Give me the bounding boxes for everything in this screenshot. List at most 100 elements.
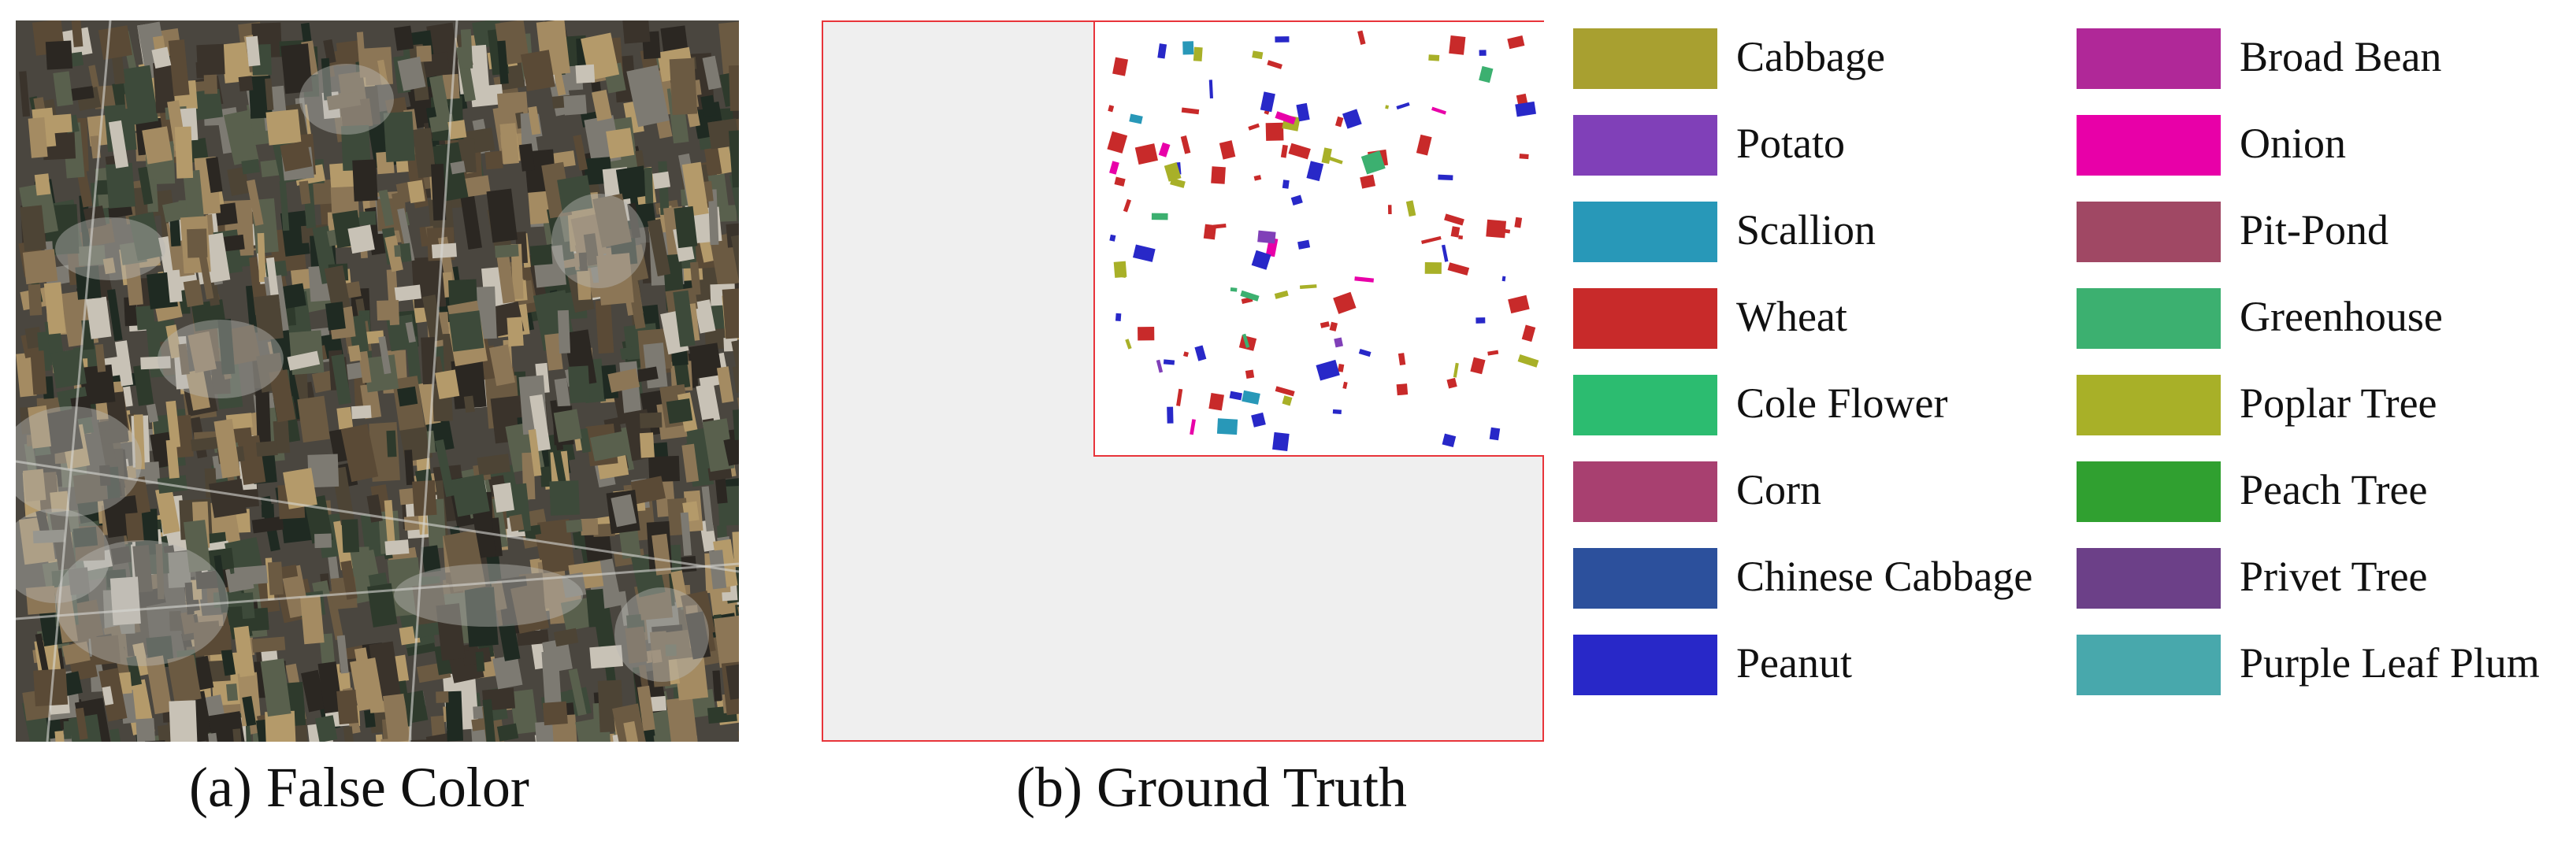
labeled-parcel — [1180, 135, 1191, 154]
labeled-parcel — [1397, 353, 1406, 366]
field-patch — [110, 546, 132, 565]
labeled-parcel — [1487, 350, 1499, 356]
field-patch — [88, 65, 99, 88]
field-patch — [98, 668, 128, 722]
field-patch — [173, 414, 194, 458]
field-patch — [331, 354, 351, 405]
labeled-parcel — [1194, 345, 1207, 361]
labeled-parcel — [1242, 390, 1260, 405]
field-patch — [615, 165, 648, 200]
legend-swatch — [1573, 288, 1717, 349]
field-patch — [685, 611, 711, 660]
field-patch — [168, 39, 190, 97]
field-patch — [421, 545, 441, 573]
road-line — [408, 20, 458, 742]
field-patch — [397, 208, 415, 262]
labeled-parcel — [1107, 131, 1128, 154]
field-patch — [484, 150, 503, 170]
field-patch — [98, 25, 132, 61]
field-patch — [240, 592, 255, 620]
labeled-parcel — [1507, 35, 1525, 50]
field-patch — [625, 626, 648, 664]
field-patch — [22, 468, 46, 502]
labeled-parcel — [1442, 433, 1457, 448]
field-patch — [549, 480, 580, 516]
legend-label: Poplar Tree — [2240, 380, 2437, 427]
field-patch — [435, 369, 460, 400]
field-patch — [535, 532, 551, 561]
field-patch — [255, 387, 271, 445]
field-patch — [34, 173, 51, 196]
field-patch — [589, 645, 623, 669]
field-patch — [575, 64, 596, 83]
field-patch — [196, 43, 225, 76]
settlement-area — [394, 564, 583, 627]
field-patch — [463, 395, 475, 413]
field-patch — [732, 409, 739, 440]
field-patch — [208, 711, 247, 742]
labeled-parcel — [1275, 111, 1297, 125]
field-patch — [719, 205, 737, 222]
field-patch — [713, 614, 739, 668]
field-patch — [242, 696, 257, 727]
field-patch — [585, 588, 607, 628]
labeled-parcel — [1118, 272, 1127, 278]
field-patch — [297, 395, 330, 443]
field-patch — [450, 161, 466, 175]
field-patch — [86, 296, 112, 339]
labeled-parcel — [1157, 43, 1167, 59]
labeled-parcel — [1332, 409, 1342, 415]
labeled-parcel — [1479, 65, 1494, 83]
labeled-parcel — [1253, 175, 1262, 181]
field-patch — [595, 299, 614, 354]
labeled-parcel — [1212, 223, 1227, 229]
field-patch — [61, 235, 72, 250]
labeled-parcel — [1133, 244, 1156, 262]
settlement-area — [158, 320, 284, 398]
labeled-parcel — [1449, 35, 1466, 55]
legend-swatch — [1573, 375, 1717, 435]
field-patch — [232, 728, 243, 742]
field-patch — [260, 658, 291, 717]
field-patch — [553, 628, 579, 647]
field-patch — [340, 124, 371, 172]
field-patch — [412, 128, 436, 179]
labeled-parcel — [1183, 351, 1189, 357]
field-patch — [256, 440, 278, 457]
labeled-parcel — [1114, 176, 1126, 187]
field-patch — [28, 405, 52, 449]
field-patch — [226, 683, 239, 702]
labeled-parcel — [1385, 105, 1389, 109]
field-patch — [580, 518, 599, 536]
field-patch — [140, 356, 171, 370]
field-patch — [324, 265, 351, 310]
field-patch — [233, 625, 255, 678]
field-patch — [192, 620, 221, 657]
labeled-parcel — [1182, 41, 1194, 55]
field-patch — [72, 526, 98, 548]
field-patch — [166, 269, 183, 303]
field-patch — [265, 109, 302, 146]
field-patch — [403, 690, 429, 724]
labeled-parcel — [1505, 229, 1511, 234]
field-patch — [448, 310, 484, 352]
field-patch — [299, 180, 311, 205]
field-patch — [108, 120, 129, 168]
labeled-parcel — [1299, 284, 1317, 290]
labeled-parcel — [1129, 113, 1143, 124]
field-patch — [592, 193, 632, 248]
field-patch — [217, 318, 236, 375]
labeled-parcel — [1115, 313, 1122, 321]
field-patch — [63, 720, 72, 739]
field-patch — [356, 31, 367, 78]
legend-label: Potato — [1736, 120, 1846, 167]
labeled-parcel — [1108, 105, 1115, 113]
field-patch — [261, 503, 275, 518]
false-color-image — [16, 20, 739, 742]
field-patch — [611, 494, 637, 528]
labeled-parcel — [1327, 156, 1343, 165]
labeled-parcel — [1248, 123, 1260, 131]
field-patch — [180, 611, 197, 635]
field-patch — [328, 47, 360, 67]
field-patch — [196, 243, 214, 300]
